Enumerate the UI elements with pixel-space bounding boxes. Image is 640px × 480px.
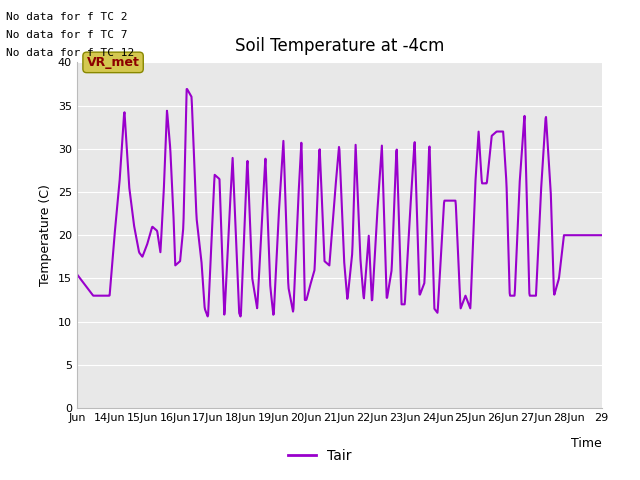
Text: Time: Time [571, 437, 602, 450]
Text: VR_met: VR_met [86, 56, 140, 69]
Text: No data for f TC 12: No data for f TC 12 [6, 48, 134, 59]
Y-axis label: Temperature (C): Temperature (C) [39, 184, 52, 286]
Text: No data for f TC 7: No data for f TC 7 [6, 30, 128, 40]
Legend: Tair: Tair [283, 443, 357, 468]
Text: No data for f TC 2: No data for f TC 2 [6, 12, 128, 22]
Title: Soil Temperature at -4cm: Soil Temperature at -4cm [234, 37, 444, 55]
